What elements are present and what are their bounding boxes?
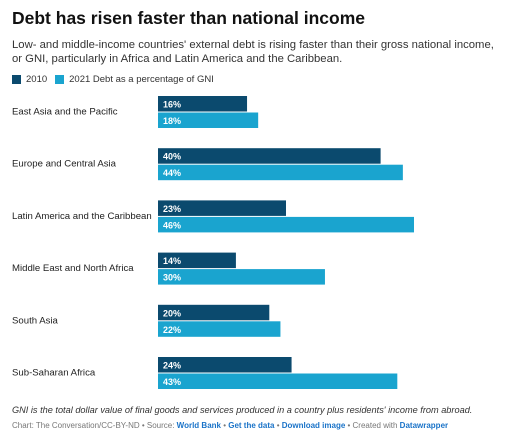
bar-2021-europe-and-central-asia	[158, 164, 403, 181]
footer-sep-3: • Created with	[345, 421, 400, 430]
data-label-2010-latin-america-and-the-caribbean: 23%	[163, 204, 181, 214]
footer-source-label: • Source:	[139, 421, 177, 430]
category-label-sub-saharan-africa: Sub-Saharan Africa	[12, 368, 96, 379]
bar-2010-latin-america-and-the-caribbean	[158, 200, 286, 216]
bar-2010-sub-saharan-africa	[158, 357, 292, 373]
bar-2010-south-asia	[158, 304, 270, 321]
bar-2021-middle-east-and-north-africa	[158, 269, 325, 285]
category-label-east-asia-and-the-pacific: East Asia and the Pacific	[12, 107, 118, 118]
bar-2010-east-asia-and-the-pacific	[158, 96, 248, 112]
chart-note: GNI is the total dollar value of final g…	[12, 405, 473, 415]
bar-chart: East Asia and the Pacific 16% 18% Europe an…	[12, 96, 414, 389]
data-label-2010-sub-saharan-africa: 24%	[163, 361, 181, 371]
bar-2021-south-asia	[158, 321, 281, 337]
legend-item-2021: 2021 Debt as a percentage of GNI	[55, 74, 214, 85]
chart-title: Debt has risen faster than national inco…	[12, 8, 365, 28]
chart-footer: Chart: The Conversation/CC-BY-ND • Sourc…	[12, 421, 448, 430]
legend: 2010 2021 Debt as a percentage of GNI	[12, 74, 222, 85]
data-label-2021-europe-and-central-asia: 44%	[163, 168, 181, 178]
data-label-2021-sub-saharan-africa: 43%	[163, 377, 181, 387]
bar-2010-europe-and-central-asia	[158, 148, 381, 164]
data-label-2010-europe-and-central-asia: 40%	[163, 152, 181, 162]
data-label-2021-east-asia-and-the-pacific: 18%	[163, 116, 181, 126]
legend-label-2021: 2021 Debt as a percentage of GNI	[69, 74, 214, 85]
data-label-2010-south-asia: 20%	[163, 308, 181, 318]
data-label-2010-east-asia-and-the-pacific: 16%	[163, 100, 181, 110]
category-label-latin-america-and-the-caribbean: Latin America and the Caribbean	[12, 211, 152, 222]
footer-sep-1: •	[220, 421, 229, 430]
category-label-south-asia: South Asia	[12, 315, 59, 326]
category-label-middle-east-and-north-africa: Middle East and North Africa	[12, 263, 134, 274]
legend-item-2010: 2010	[12, 74, 47, 85]
footer-chart-label: Chart:	[12, 421, 36, 430]
datawrapper-link[interactable]: Datawrapper	[399, 421, 449, 430]
data-label-2010-middle-east-and-north-africa: 14%	[163, 256, 181, 266]
get-data-link[interactable]: Get the data	[228, 421, 275, 430]
category-label-europe-and-central-asia: Europe and Central Asia	[12, 159, 117, 170]
data-label-2021-middle-east-and-north-africa: 30%	[163, 273, 181, 283]
footer-sep-2: •	[274, 421, 282, 430]
bar-2021-latin-america-and-the-caribbean	[158, 216, 414, 233]
bar-2010-middle-east-and-north-africa	[158, 252, 236, 269]
legend-swatch-2010	[12, 75, 21, 84]
bar-2021-sub-saharan-africa	[158, 373, 398, 389]
source-link[interactable]: World Bank	[176, 421, 221, 430]
data-label-2021-south-asia: 22%	[163, 325, 181, 335]
download-image-link[interactable]: Download image	[281, 421, 346, 430]
footer-credit: The Conversation/CC-BY-ND	[35, 421, 140, 430]
legend-label-2010: 2010	[26, 74, 48, 85]
data-label-2021-latin-america-and-the-caribbean: 46%	[163, 220, 181, 230]
legend-swatch-2021	[55, 75, 65, 84]
chart-subtitle: Low- and middle-income countries' extern…	[12, 39, 494, 65]
bar-2021-east-asia-and-the-pacific	[158, 112, 259, 128]
